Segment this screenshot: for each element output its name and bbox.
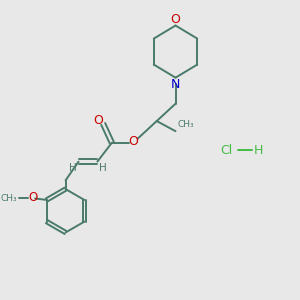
Text: Cl: Cl [220, 143, 232, 157]
Text: O: O [28, 191, 38, 204]
Text: CH₃: CH₃ [1, 194, 17, 203]
Text: O: O [129, 135, 139, 148]
Text: H: H [99, 163, 106, 173]
Text: O: O [93, 114, 103, 127]
Text: O: O [171, 13, 181, 26]
Text: H: H [253, 143, 263, 157]
Text: CH₃: CH₃ [178, 120, 194, 129]
Text: N: N [171, 77, 180, 91]
Text: H: H [70, 163, 77, 173]
